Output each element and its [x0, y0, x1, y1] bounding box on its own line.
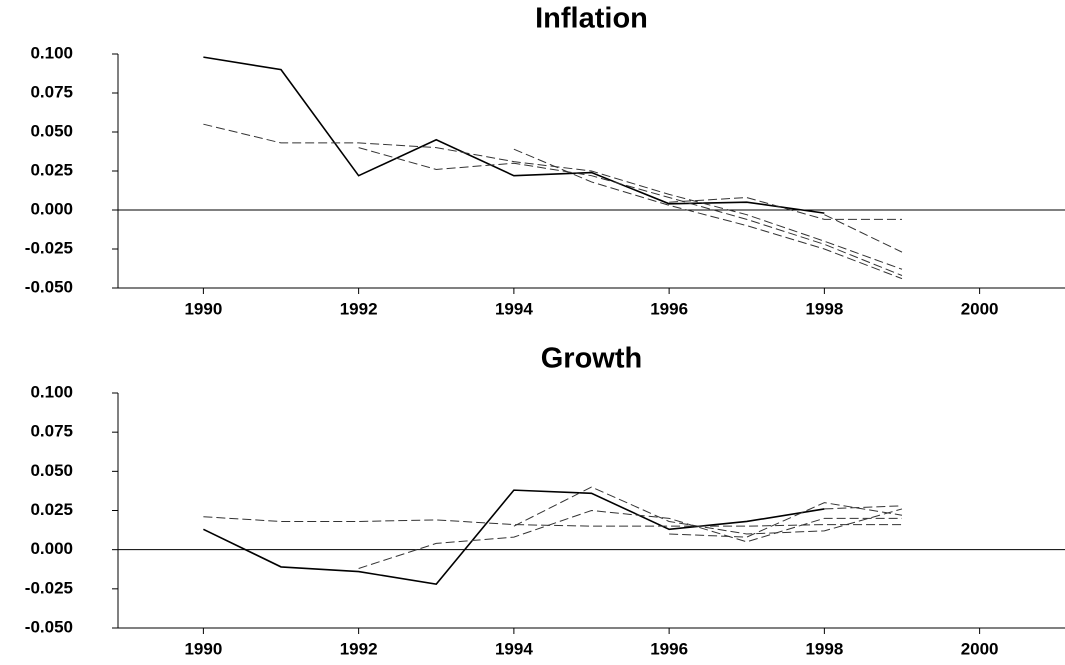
x-tick-label: 2000 — [961, 299, 999, 318]
y-tick-label: 0.050 — [30, 461, 73, 480]
series-line — [513, 486, 903, 535]
y-tick-label: 0.025 — [30, 500, 73, 519]
x-tick-label: 1990 — [184, 639, 222, 658]
chart-title: Inflation — [535, 3, 648, 35]
y-tick-label: 0.025 — [30, 160, 73, 179]
series-line — [203, 489, 825, 585]
series-line — [669, 197, 902, 220]
x-tick-label: 1994 — [495, 639, 533, 658]
chart-title: Growth — [541, 343, 643, 375]
series-line — [824, 214, 903, 253]
x-tick-label: 1998 — [805, 639, 843, 658]
series-line — [203, 56, 825, 214]
x-tick-label: 2000 — [961, 639, 999, 658]
y-tick-label: 0.075 — [30, 82, 73, 101]
x-tick-label: 1998 — [805, 299, 843, 318]
y-tick-label: 0.100 — [30, 382, 73, 401]
series-line — [203, 123, 903, 270]
series-line — [358, 147, 903, 276]
x-tick-label: 1990 — [184, 299, 222, 318]
y-tick-label: -0.025 — [25, 578, 73, 597]
series-line — [513, 148, 903, 280]
y-tick-label: 0.075 — [30, 422, 73, 441]
y-tick-label: 0.000 — [30, 199, 73, 218]
y-tick-label: -0.025 — [25, 238, 73, 257]
x-tick-label: 1992 — [340, 299, 378, 318]
series-line — [669, 502, 903, 538]
x-tick-label: 1996 — [650, 639, 688, 658]
x-tick-label: 1992 — [340, 639, 378, 658]
y-tick-label: 0.000 — [30, 539, 73, 558]
x-tick-label: 1996 — [650, 299, 688, 318]
y-tick-label: 0.100 — [30, 43, 73, 62]
y-tick-label: 0.050 — [30, 121, 73, 140]
series-line — [358, 509, 902, 569]
x-tick-label: 1994 — [495, 299, 533, 318]
y-tick-label: -0.050 — [25, 617, 73, 636]
y-tick-label: -0.050 — [25, 277, 73, 296]
series-line — [203, 516, 902, 527]
